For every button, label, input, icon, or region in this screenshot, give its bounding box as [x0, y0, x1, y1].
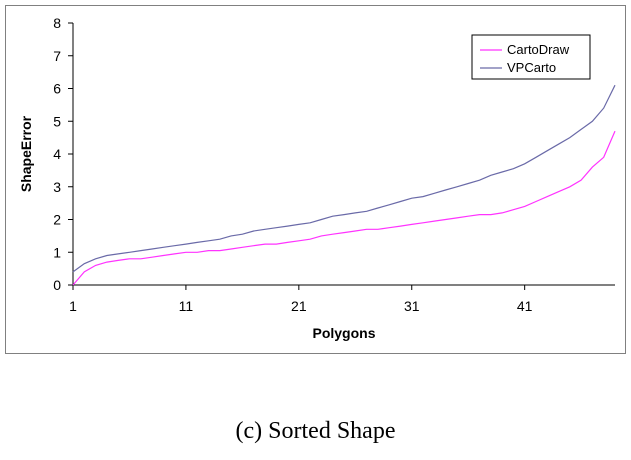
- y-ticks: 0 1 2 3 4 5 6 7 8: [53, 15, 73, 293]
- series-lines: [72, 84, 616, 286]
- y-tick-label: 7: [53, 48, 61, 64]
- y-axis-title: ShapeError: [18, 115, 34, 192]
- x-tick-label: 31: [404, 298, 420, 314]
- x-ticks: 1 11 21 31 41: [69, 285, 533, 314]
- x-tick-label: 21: [291, 298, 307, 314]
- y-tick-label: 2: [53, 212, 61, 228]
- legend-label-vpcarto: VPCarto: [507, 60, 556, 75]
- y-tick-label: 0: [53, 277, 61, 293]
- legend: CartoDraw VPCarto: [471, 34, 591, 80]
- x-tick-label: 1: [69, 298, 77, 314]
- x-axis-title: Polygons: [312, 325, 375, 341]
- y-tick-label: 6: [53, 81, 61, 97]
- legend-label-cartodraw: CartoDraw: [507, 42, 570, 57]
- y-tick-label: 1: [53, 244, 61, 260]
- legend-box: [471, 34, 591, 80]
- x-tick-label: 11: [179, 298, 194, 314]
- y-tick-label: 8: [53, 15, 61, 31]
- series-line-vpcarto: [72, 84, 616, 273]
- y-tick-label: 4: [53, 146, 61, 162]
- y-tick-label: 3: [53, 179, 61, 195]
- series-line-cartodraw: [72, 130, 616, 286]
- x-tick-label: 41: [517, 298, 533, 314]
- figure-caption: (c) Sorted Shape: [235, 418, 396, 444]
- y-tick-label: 5: [53, 113, 61, 129]
